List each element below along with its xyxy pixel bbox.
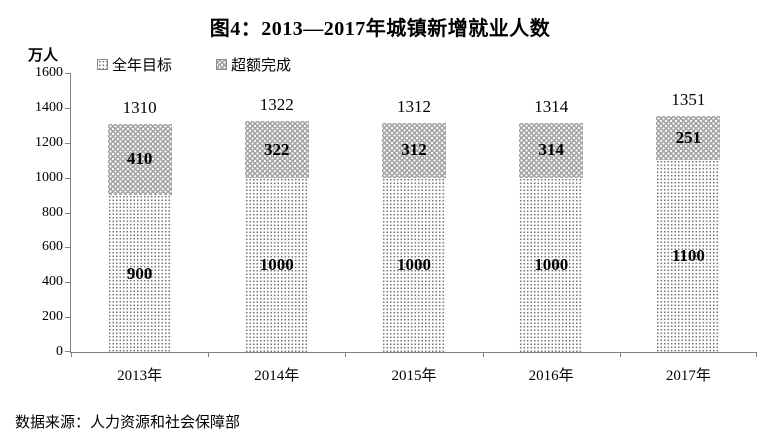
y-axis-tick <box>65 73 71 74</box>
x-axis-tick <box>483 352 484 357</box>
y-axis-tick <box>65 212 71 214</box>
x-axis-category-label: 2015年 <box>391 368 437 384</box>
y-axis-tick-label: 200 <box>42 309 63 325</box>
bar-segment-target: 1100 <box>656 160 721 352</box>
y-axis-tick <box>65 317 71 319</box>
data-source-note: 数据来源：人力资源和社会保障部 <box>15 414 241 431</box>
y-axis-tick <box>65 247 71 249</box>
chart-title: 图4：2013—2017年城镇新增就业人数 <box>209 18 551 40</box>
bar-segment-exceeded: 410 <box>107 123 172 196</box>
y-axis-unit-label: 万人 <box>28 47 59 64</box>
bar-segment-exceeded: 312 <box>382 123 446 178</box>
bar-segment-exceeded-value: 251 <box>675 128 702 148</box>
bar-segment-target: 1000 <box>519 177 584 352</box>
legend-item-exceeded: 超额完成 <box>216 54 291 75</box>
y-axis-tick-label: 800 <box>42 204 63 220</box>
bar-segment-exceeded-value: 322 <box>264 139 290 159</box>
bar-segment-exceeded: 251 <box>656 116 721 161</box>
bar-segment-exceeded: 314 <box>519 122 584 178</box>
bar-segment-exceeded-value: 312 <box>401 140 427 160</box>
legend-label-exceeded: 超额完成 <box>231 57 292 74</box>
x-axis-tick <box>345 352 346 357</box>
y-axis-tick-label: 600 <box>42 239 63 255</box>
x-axis-category-label: 2017年 <box>665 368 711 384</box>
bar-segment-target: 1000 <box>244 177 309 352</box>
bar-total-label: 1322 <box>259 95 294 115</box>
bar-total-label: 1351 <box>671 90 706 110</box>
y-axis-tick <box>65 107 71 109</box>
bar-total-label: 1314 <box>534 96 569 116</box>
bar-segment-target-value: 1000 <box>397 254 431 274</box>
legend: 全年目标 超额完成 <box>97 54 291 75</box>
y-axis-tick <box>65 351 71 352</box>
bar-segment-target-value: 900 <box>126 263 153 283</box>
x-axis-tick <box>208 352 209 357</box>
y-axis-tick <box>65 142 71 144</box>
plot-area: 0 200 400 600 800 1000 1200 1400 1600 900 410 1310 2… <box>35 65 757 384</box>
x-axis-tick <box>71 352 72 357</box>
x-axis-category-label: 2013年 <box>117 368 163 384</box>
bar-segment-target-value: 1100 <box>671 246 705 266</box>
y-axis-tick-label: 1200 <box>35 134 63 150</box>
bar-segment-exceeded: 322 <box>244 121 309 178</box>
legend-swatch-target-icon <box>97 59 108 70</box>
bar-total-label: 1312 <box>396 97 431 117</box>
y-axis-tick-label: 1400 <box>35 99 63 115</box>
x-axis-category-label: 2014年 <box>254 368 300 384</box>
bar-total-label: 1310 <box>122 97 157 117</box>
x-axis-tick <box>756 352 757 357</box>
bar-segment-exceeded-value: 410 <box>126 149 153 169</box>
y-axis-tick <box>65 177 71 179</box>
x-axis-tick <box>620 352 621 357</box>
legend-item-target: 全年目标 <box>97 54 172 75</box>
y-axis-tick-label: 400 <box>42 274 63 290</box>
x-axis-category-label: 2016年 <box>528 368 574 384</box>
bar-segment-target: 1000 <box>382 177 446 352</box>
y-axis-tick-label: 0 <box>56 344 63 359</box>
y-axis-tick-label: 1000 <box>35 169 63 185</box>
bar-segment-target-value: 1000 <box>534 254 569 274</box>
y-axis-tick <box>65 282 71 284</box>
bar-segment-exceeded-value: 314 <box>538 140 564 160</box>
legend-swatch-exceeded-icon <box>216 59 228 70</box>
bar-segment-target-value: 1000 <box>259 254 294 274</box>
y-axis-tick-label: 1600 <box>35 65 63 80</box>
legend-label-target: 全年目标 <box>112 57 173 74</box>
bar-segment-target: 900 <box>107 195 172 352</box>
